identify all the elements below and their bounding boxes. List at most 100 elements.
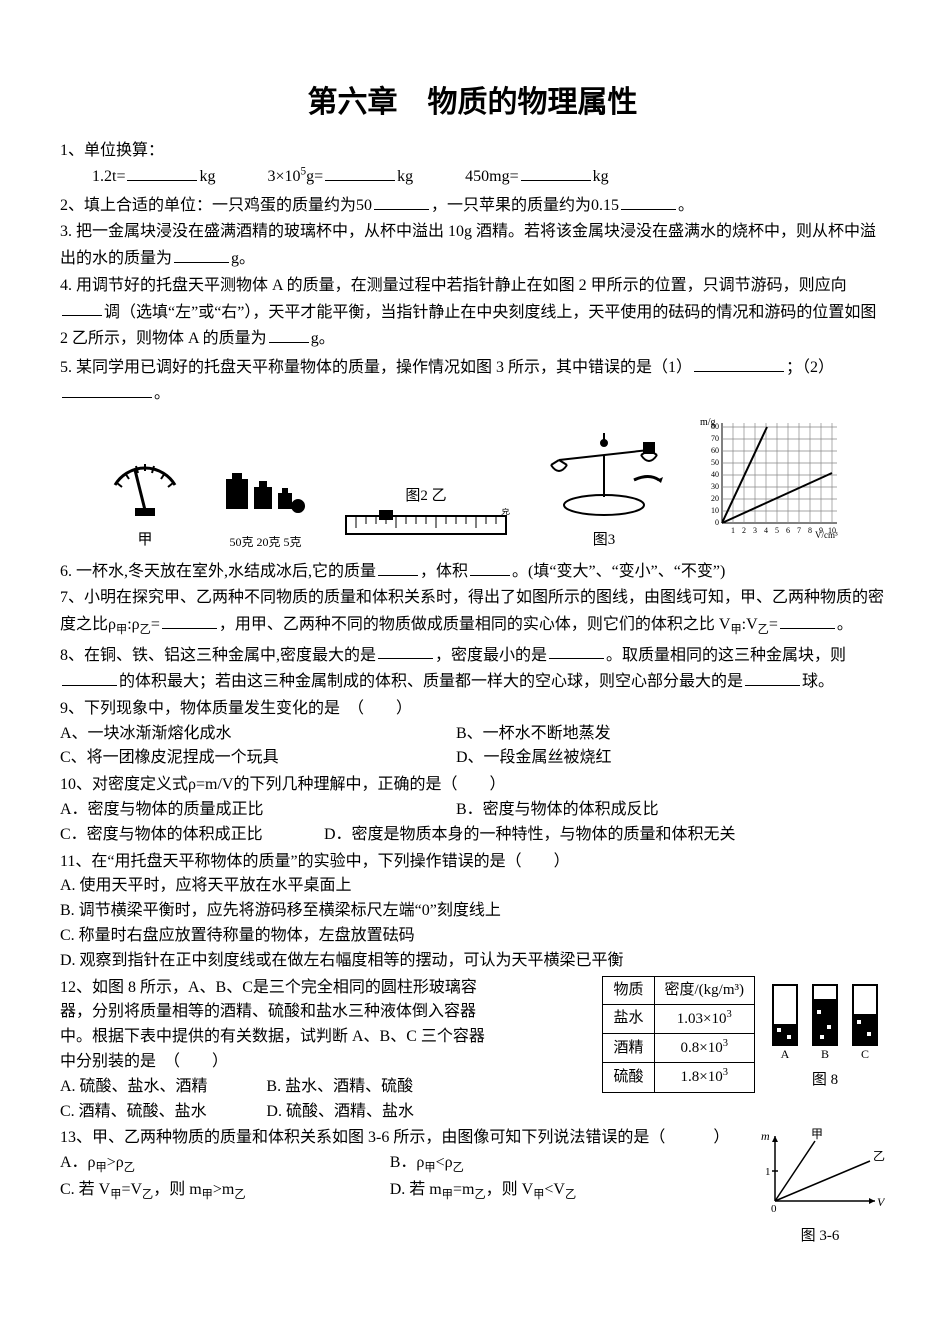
q5-blank2 bbox=[62, 380, 152, 398]
q9-stem: 9、下列现象中，物体质量发生变化的是 （ ） bbox=[60, 697, 885, 722]
q8-blank2 bbox=[549, 642, 604, 660]
q2-c: 。 bbox=[678, 197, 694, 214]
tbl-r1b-pre: 1.03×10 bbox=[677, 1011, 727, 1027]
q8-blank4 bbox=[745, 668, 800, 686]
q4-blank1 bbox=[62, 299, 102, 317]
q8-d: 的体积最大；若由这三种金属制成的体积、质量都一样大的空心球，则空心部分最大的是 bbox=[119, 673, 743, 690]
q13-C-eq: =V bbox=[121, 1181, 142, 1198]
q5-blank1 bbox=[694, 354, 784, 372]
q4-a: 4. 用调节好的托盘天平测物体 A 的质量，在测量过程中若指针静止在如图 2 甲… bbox=[60, 277, 847, 294]
q4-b: 调（选填“左”或“右”），天平才能平衡，当指针静止在中央刻度线上，天平使用的砝码… bbox=[60, 303, 876, 347]
q7-sub1: 甲 bbox=[116, 624, 127, 636]
q13-B-z: 乙 bbox=[453, 1162, 464, 1174]
tbl-r2b: 0.8×103 bbox=[654, 1034, 755, 1063]
svg-text:10: 10 bbox=[711, 506, 719, 515]
q4-blank2 bbox=[269, 325, 309, 343]
svg-text:8: 8 bbox=[808, 526, 812, 535]
q5-a: 5. 某同学用已调好的托盘天平称量物体的质量，操作情况如图 3 所示，其中错误的… bbox=[60, 359, 692, 376]
svg-text:80: 80 bbox=[711, 422, 719, 431]
q12-C: C. 酒精、硫酸、盐水 bbox=[60, 1100, 266, 1125]
chapter-title: 第六章 物质的物理属性 bbox=[60, 80, 885, 127]
q6-blank1 bbox=[378, 558, 418, 576]
page: 第六章 物质的物理属性 1、单位换算： 1.2t=kg 3×105g=kg 45… bbox=[0, 0, 945, 1290]
fig2-yi-label: 图2 乙 bbox=[341, 485, 511, 508]
svg-text:10: 10 bbox=[828, 526, 836, 535]
fig2-weights: 50克 20克 5克 bbox=[218, 469, 313, 551]
q11: 11、在“用托盘天平称物体的质量”的实验中，下列操作错误的是（ ） A. 使用天… bbox=[60, 850, 885, 974]
q10-stem: 10、对密度定义式ρ=m/V的下列几种理解中，正确的是（ ） bbox=[60, 773, 885, 798]
q5-c: 。 bbox=[154, 385, 170, 402]
figure-row: 甲 50克 20克 5克 图2 乙 bbox=[100, 413, 885, 552]
tbl-r3b-exp: 3 bbox=[723, 1067, 728, 1078]
q6-c: 。(填“变大”、“变小”、“不变”) bbox=[512, 563, 725, 580]
svg-text:30: 30 bbox=[711, 482, 719, 491]
q13-D-pre: D. 若 m bbox=[390, 1181, 442, 1198]
q1: 1、单位换算： 1.2t=kg 3×105g=kg 450mg=kg bbox=[60, 139, 885, 190]
q2-blank1 bbox=[374, 192, 429, 210]
svg-text:40: 40 bbox=[711, 470, 719, 479]
q1-p2a: 3×10 bbox=[219, 168, 300, 185]
q13-C-z2: 乙 bbox=[234, 1189, 245, 1201]
q13-A-j: 甲 bbox=[96, 1162, 107, 1174]
cylinders: A B C 图 8 bbox=[765, 980, 885, 1092]
svg-text:C: C bbox=[861, 1047, 869, 1060]
fig2-jia: 甲 bbox=[100, 450, 190, 552]
q8-e: 球。 bbox=[802, 673, 834, 690]
q9: 9、下列现象中，物体质量发生变化的是 （ ） A、一块冰渐渐熔化成水 B、一杯水… bbox=[60, 697, 885, 771]
fig3-6: m V 1 0 甲 乙 图 3-6 bbox=[755, 1126, 885, 1248]
q13-C-gt: >m bbox=[213, 1181, 234, 1198]
q13-B: B．ρ甲<ρ乙 bbox=[390, 1151, 720, 1178]
q7-c: = bbox=[151, 616, 160, 633]
svg-text:V: V bbox=[877, 1195, 885, 1209]
tbl-r3b: 1.8×103 bbox=[654, 1063, 755, 1092]
q12-right: 物质密度/(kg/m³) 盐水1.03×103 酒精0.8×103 硫酸1.8×… bbox=[602, 976, 885, 1093]
q4-c: g。 bbox=[311, 330, 335, 347]
q10-A: A．密度与物体的质量成正比 bbox=[60, 798, 456, 823]
q13-A-b: >ρ bbox=[107, 1154, 124, 1171]
q13-C-j2: 甲 bbox=[202, 1189, 213, 1201]
q8-c: 。取质量相同的这三种金属块，则 bbox=[606, 646, 846, 663]
tbl-r1b-exp: 3 bbox=[726, 1009, 731, 1020]
q8-b: ，密度最小的是 bbox=[435, 646, 547, 663]
q3-b: g。 bbox=[231, 250, 255, 267]
q13-C-j: 甲 bbox=[110, 1189, 121, 1201]
q11-C: C. 称量时右盘应放置待称量的物体，左盘放置砝码 bbox=[60, 924, 885, 949]
mv-graph-icon: m/g V/cm³ 01020 304050 607080 123 456 78… bbox=[697, 413, 847, 543]
q8-a: 8、在铜、铁、铝这三种金属中,密度最大的是 bbox=[60, 646, 376, 663]
tbl-r1a: 盐水 bbox=[603, 1004, 654, 1033]
svg-text:A: A bbox=[781, 1047, 790, 1060]
q13-D-z2: 乙 bbox=[565, 1189, 576, 1201]
tbl-r1b: 1.03×103 bbox=[654, 1004, 755, 1033]
svg-text:0: 0 bbox=[715, 518, 719, 527]
q9-C: C、将一团橡皮泥捏成一个玩具 bbox=[60, 746, 456, 771]
q9-D: D、一段金属丝被烧红 bbox=[456, 746, 852, 771]
svg-text:70: 70 bbox=[711, 434, 719, 443]
q13-B-j: 甲 bbox=[424, 1162, 435, 1174]
fig3-6-label: 图 3-6 bbox=[755, 1225, 885, 1248]
q13-D-j: 甲 bbox=[442, 1189, 453, 1201]
q12-B: B. 盐水、酒精、硫酸 bbox=[266, 1075, 472, 1100]
fig2-weights-label: 50克 20克 5克 bbox=[218, 533, 313, 552]
svg-text:50: 50 bbox=[711, 458, 719, 467]
q10-B: B．密度与物体的体积成反比 bbox=[456, 798, 852, 823]
q2-blank2 bbox=[621, 192, 676, 210]
svg-text:乙: 乙 bbox=[873, 1149, 885, 1163]
q5: 5. 某同学用已调好的托盘天平称量物体的质量，操作情况如图 3 所示，其中错误的… bbox=[60, 354, 885, 407]
q1-blank1 bbox=[127, 163, 197, 181]
q13-B-b: <ρ bbox=[436, 1154, 453, 1171]
q1-stem: 1、单位换算： bbox=[60, 142, 164, 159]
q2-a: 2、填上合适的单位：一只鸡蛋的质量约为50 bbox=[60, 197, 372, 214]
q6-b: ，体积 bbox=[420, 563, 468, 580]
q3-blank bbox=[174, 245, 229, 263]
q9-A: A、一块冰渐渐熔化成水 bbox=[60, 722, 456, 747]
q8-blank1 bbox=[378, 642, 433, 660]
q13-A-z: 乙 bbox=[124, 1162, 135, 1174]
q11-B: B. 调节横梁平衡时，应先将游码移至横梁标尺左端“0”刻度线上 bbox=[60, 899, 885, 924]
svg-text:2: 2 bbox=[742, 526, 746, 535]
svg-text:20: 20 bbox=[711, 494, 719, 503]
balance-icon bbox=[539, 425, 669, 520]
q13-D-j2: 甲 bbox=[533, 1189, 544, 1201]
q1-blank3 bbox=[521, 163, 591, 181]
q7-sub3: 甲 bbox=[730, 624, 741, 636]
cylinders-icon: A B C bbox=[765, 980, 885, 1060]
